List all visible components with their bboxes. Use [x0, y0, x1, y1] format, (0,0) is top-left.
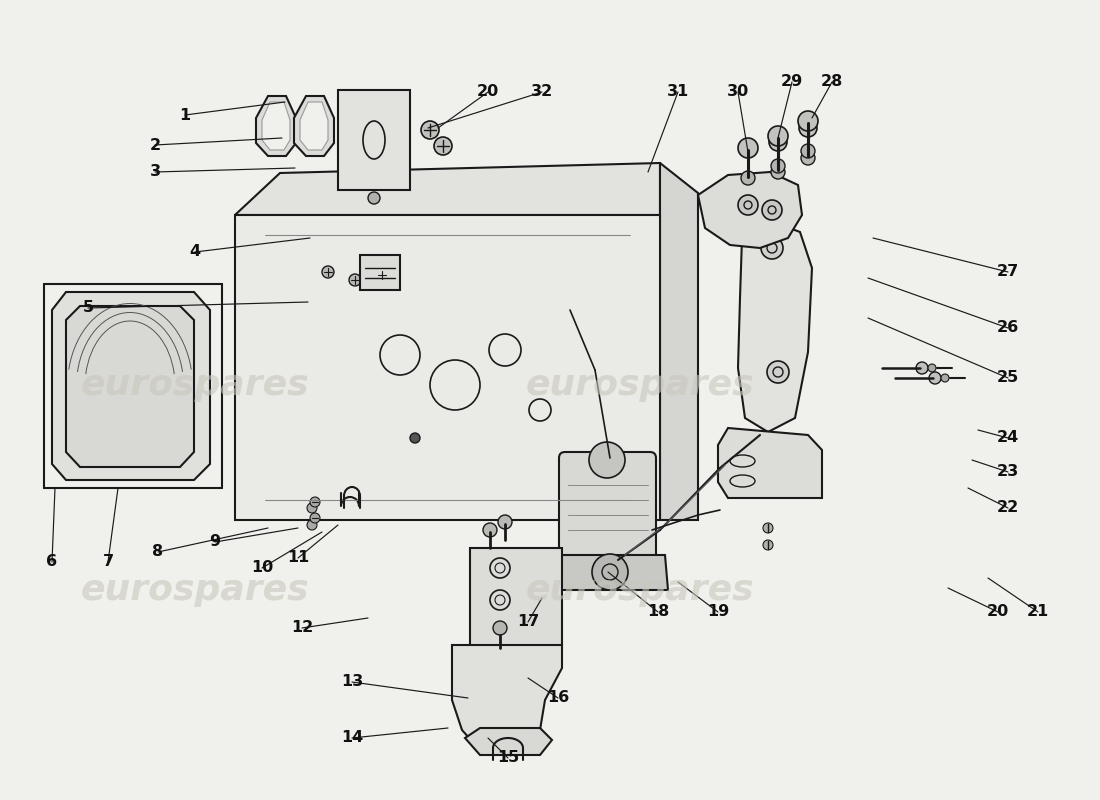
- Circle shape: [930, 372, 940, 384]
- Text: 5: 5: [82, 301, 94, 315]
- Circle shape: [916, 362, 928, 374]
- Text: 1: 1: [179, 107, 190, 122]
- Polygon shape: [718, 428, 822, 498]
- Text: 14: 14: [341, 730, 363, 746]
- Text: 12: 12: [290, 621, 314, 635]
- Text: 24: 24: [997, 430, 1019, 446]
- Circle shape: [928, 364, 936, 372]
- Circle shape: [322, 266, 334, 278]
- Polygon shape: [338, 90, 410, 190]
- Text: eurospares: eurospares: [526, 368, 755, 402]
- Circle shape: [307, 503, 317, 513]
- Circle shape: [310, 497, 320, 507]
- Circle shape: [307, 520, 317, 530]
- Circle shape: [763, 523, 773, 533]
- Polygon shape: [235, 215, 660, 520]
- Circle shape: [368, 192, 379, 204]
- Text: 13: 13: [341, 674, 363, 690]
- Circle shape: [376, 269, 388, 281]
- Circle shape: [738, 195, 758, 215]
- Polygon shape: [52, 292, 210, 480]
- Circle shape: [738, 138, 758, 158]
- Circle shape: [493, 621, 507, 635]
- Circle shape: [592, 554, 628, 590]
- Polygon shape: [452, 645, 562, 748]
- Text: eurospares: eurospares: [526, 573, 755, 607]
- Circle shape: [762, 200, 782, 220]
- Text: 23: 23: [997, 465, 1019, 479]
- Text: 17: 17: [517, 614, 539, 630]
- Text: 27: 27: [997, 265, 1019, 279]
- Polygon shape: [738, 220, 812, 432]
- Polygon shape: [660, 163, 698, 520]
- Circle shape: [434, 137, 452, 155]
- Circle shape: [769, 133, 786, 151]
- Polygon shape: [698, 172, 802, 248]
- Text: 4: 4: [189, 245, 200, 259]
- Polygon shape: [360, 255, 400, 290]
- Circle shape: [801, 151, 815, 165]
- Text: 30: 30: [727, 85, 749, 99]
- Text: 26: 26: [997, 321, 1019, 335]
- Text: 19: 19: [707, 605, 729, 619]
- FancyBboxPatch shape: [559, 452, 656, 569]
- Circle shape: [349, 274, 361, 286]
- Text: 11: 11: [287, 550, 309, 566]
- Text: 21: 21: [1027, 605, 1049, 619]
- Polygon shape: [66, 306, 194, 467]
- Circle shape: [767, 361, 789, 383]
- Text: 22: 22: [997, 501, 1019, 515]
- Polygon shape: [465, 728, 552, 755]
- Text: 15: 15: [497, 750, 519, 766]
- Text: 20: 20: [987, 605, 1009, 619]
- Circle shape: [483, 523, 497, 537]
- Text: 32: 32: [531, 85, 553, 99]
- Circle shape: [741, 171, 755, 185]
- Circle shape: [768, 126, 788, 146]
- Polygon shape: [294, 96, 334, 156]
- Circle shape: [410, 433, 420, 443]
- Text: 3: 3: [150, 165, 161, 179]
- Circle shape: [763, 540, 773, 550]
- Circle shape: [498, 515, 512, 529]
- Circle shape: [798, 111, 818, 131]
- Circle shape: [771, 159, 785, 173]
- Polygon shape: [262, 102, 290, 150]
- Circle shape: [421, 121, 439, 139]
- Polygon shape: [235, 163, 660, 215]
- Circle shape: [761, 237, 783, 259]
- Polygon shape: [300, 102, 328, 150]
- Circle shape: [940, 374, 949, 382]
- Text: 28: 28: [821, 74, 843, 90]
- Text: 20: 20: [477, 85, 499, 99]
- Polygon shape: [552, 555, 668, 590]
- Text: 16: 16: [547, 690, 569, 706]
- Circle shape: [310, 513, 320, 523]
- Text: 25: 25: [997, 370, 1019, 386]
- Text: 9: 9: [209, 534, 221, 550]
- Text: 7: 7: [102, 554, 113, 570]
- Polygon shape: [470, 548, 562, 648]
- Text: 10: 10: [251, 561, 273, 575]
- Text: 18: 18: [647, 605, 669, 619]
- Polygon shape: [256, 96, 296, 156]
- Text: 29: 29: [781, 74, 803, 90]
- Text: eurospares: eurospares: [80, 368, 309, 402]
- Circle shape: [771, 165, 785, 179]
- Text: 8: 8: [153, 545, 164, 559]
- Circle shape: [588, 442, 625, 478]
- Text: eurospares: eurospares: [80, 573, 309, 607]
- Circle shape: [801, 144, 815, 158]
- Text: 6: 6: [46, 554, 57, 570]
- Text: 31: 31: [667, 85, 689, 99]
- Text: 2: 2: [150, 138, 161, 153]
- Circle shape: [799, 119, 817, 137]
